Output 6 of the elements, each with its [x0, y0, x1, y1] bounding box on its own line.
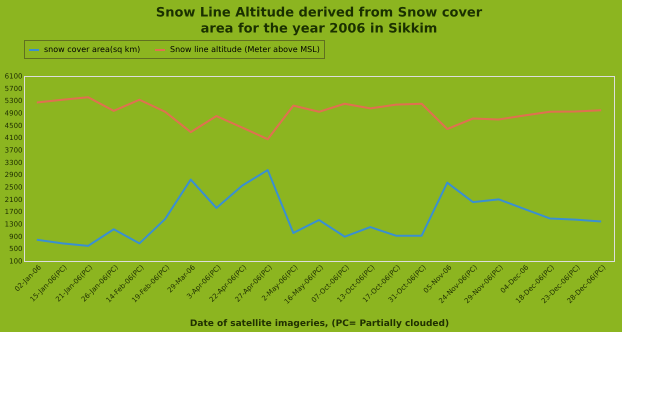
line-series — [36, 96, 602, 140]
chart-title: Snow Line Altitude derived from Snow cover area for the year 2006 in Sikkim — [156, 6, 483, 36]
legend-label: Snow line altitude (Meter above MSL) — [170, 45, 320, 54]
line-series — [36, 169, 602, 247]
x-axis-title: Date of satellite imageries, (PC= Partially clouded) — [190, 319, 450, 330]
legend-label: snow cover area(sq km) — [44, 45, 140, 54]
